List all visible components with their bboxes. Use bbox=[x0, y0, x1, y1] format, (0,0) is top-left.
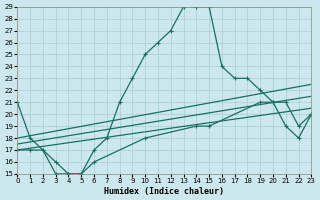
X-axis label: Humidex (Indice chaleur): Humidex (Indice chaleur) bbox=[104, 187, 224, 196]
